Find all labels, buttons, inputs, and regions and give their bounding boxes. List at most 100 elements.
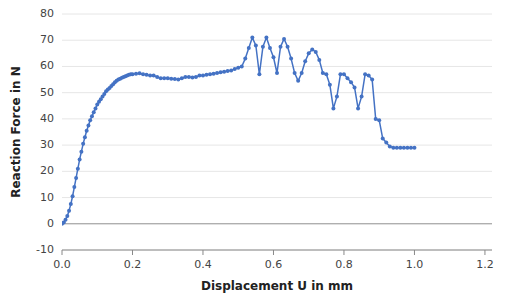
y-tick-label: -10 xyxy=(36,243,54,256)
y-tick-label: 30 xyxy=(40,138,54,151)
marker xyxy=(88,118,92,122)
grid-line xyxy=(62,145,492,146)
marker xyxy=(296,79,300,83)
x-tick-label: 1.2 xyxy=(476,258,494,271)
x-tick-label: 0.0 xyxy=(53,258,71,271)
marker xyxy=(79,150,83,154)
marker xyxy=(65,214,69,218)
marker xyxy=(141,72,145,76)
marker xyxy=(300,71,304,75)
marker xyxy=(395,146,399,150)
marker xyxy=(409,146,413,150)
marker xyxy=(303,59,307,63)
marker xyxy=(335,95,339,99)
marker xyxy=(226,69,230,73)
marker xyxy=(169,77,173,81)
marker xyxy=(293,71,297,75)
marker xyxy=(76,167,80,171)
marker xyxy=(145,73,149,77)
x-tick xyxy=(484,250,485,255)
x-axis-line xyxy=(62,250,492,251)
x-tick-label: 0.4 xyxy=(194,258,212,271)
grid-line xyxy=(62,14,492,15)
y-tick-label: 0 xyxy=(47,217,54,230)
marker xyxy=(398,146,402,150)
marker xyxy=(72,185,76,189)
marker xyxy=(363,72,367,76)
marker xyxy=(321,71,325,75)
grid-line xyxy=(62,171,492,172)
marker xyxy=(402,146,406,150)
marker xyxy=(345,76,349,80)
marker xyxy=(222,70,226,74)
grid-line xyxy=(62,118,492,119)
marker xyxy=(183,75,187,79)
marker xyxy=(370,78,374,82)
marker xyxy=(360,95,364,99)
marker xyxy=(219,70,223,74)
marker xyxy=(412,146,416,150)
marker xyxy=(377,118,381,122)
x-tick xyxy=(343,250,344,255)
marker xyxy=(314,50,318,54)
marker xyxy=(243,57,247,61)
marker xyxy=(247,46,251,50)
marker xyxy=(338,72,342,76)
y-axis: -1001020304050607080 xyxy=(36,7,54,256)
grid-line xyxy=(62,223,492,224)
grid-line xyxy=(62,197,492,198)
marker xyxy=(331,106,335,110)
grid-line xyxy=(62,250,492,251)
marker xyxy=(190,75,194,79)
marker xyxy=(155,75,159,79)
marker xyxy=(130,72,134,76)
marker xyxy=(250,36,254,40)
marker xyxy=(275,71,279,75)
y-tick-label: 70 xyxy=(40,33,54,46)
marker xyxy=(233,67,237,71)
marker xyxy=(349,80,353,84)
grid-line xyxy=(62,92,492,93)
y-axis-title: Reaction Force in N xyxy=(9,66,23,198)
x-tick-label: 0.2 xyxy=(124,258,142,271)
marker xyxy=(328,83,332,87)
marker xyxy=(74,176,78,180)
grid-line xyxy=(62,66,492,67)
marker xyxy=(176,78,180,82)
y-tick-label: 10 xyxy=(40,191,54,204)
marker xyxy=(324,72,328,76)
x-tick xyxy=(273,250,274,255)
marker xyxy=(64,218,68,222)
marker xyxy=(152,74,156,78)
marker xyxy=(405,146,409,150)
chart-container: -10010203040506070800.00.20.40.60.81.01.… xyxy=(0,0,508,300)
marker xyxy=(138,71,142,75)
marker xyxy=(271,55,275,59)
marker xyxy=(83,135,87,139)
marker xyxy=(388,144,392,148)
marker xyxy=(148,74,152,78)
marker xyxy=(391,146,395,150)
marker xyxy=(381,137,385,141)
y-tick-label: 40 xyxy=(40,112,54,125)
marker xyxy=(282,37,286,41)
marker xyxy=(134,72,138,76)
y-tick-label: 60 xyxy=(40,59,54,72)
marker xyxy=(86,123,90,127)
x-tick xyxy=(202,250,203,255)
x-axis-title: Displacement U in mm xyxy=(201,279,353,293)
marker xyxy=(208,72,212,76)
marker xyxy=(81,142,85,146)
marker xyxy=(257,72,261,76)
marker xyxy=(229,68,233,72)
marker xyxy=(166,76,170,80)
marker xyxy=(240,64,244,68)
marker xyxy=(197,74,201,78)
y-tick-label: 50 xyxy=(40,86,54,99)
marker xyxy=(215,71,219,75)
marker xyxy=(310,47,314,51)
marker xyxy=(201,74,205,78)
marker xyxy=(254,43,258,47)
marker xyxy=(194,75,198,79)
marker xyxy=(384,140,388,144)
